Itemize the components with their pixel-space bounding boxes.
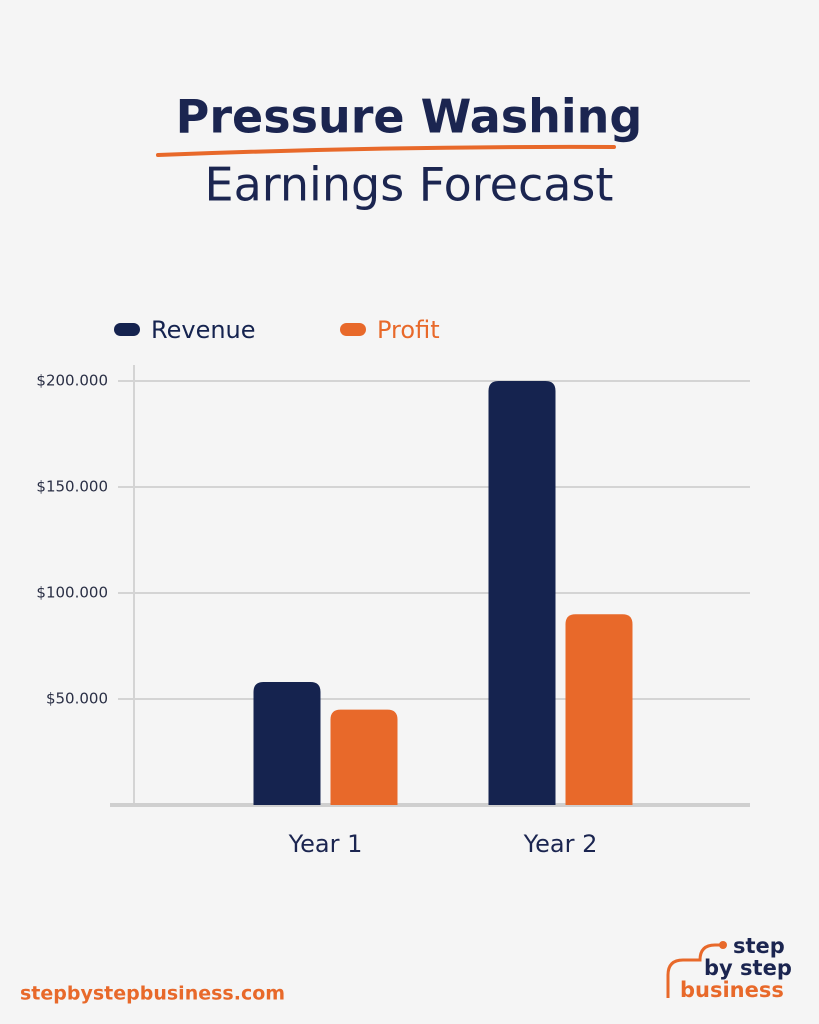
legend-label: Revenue — [151, 316, 256, 344]
y-tick-label: $200.000 — [36, 372, 108, 390]
logo-line: step — [733, 934, 785, 958]
footer-url: stepbystepbusiness.com — [20, 983, 285, 1005]
logo: step by step business — [666, 934, 792, 1002]
chart-subtitle: Earnings Forecast — [205, 158, 614, 212]
legend-swatch — [114, 323, 140, 336]
logo-dot — [719, 941, 727, 949]
y-tick-label: $50.000 — [46, 690, 108, 708]
x-tick-label: Year 2 — [523, 830, 598, 858]
bar — [330, 709, 398, 805]
logo-stairs — [666, 943, 722, 998]
x-tick-label: Year 1 — [288, 830, 363, 858]
bar — [565, 614, 633, 805]
y-tick-label: $100.000 — [36, 584, 108, 602]
legend-swatch — [340, 323, 366, 336]
y-tick-label: $150.000 — [36, 478, 108, 496]
logo-line: business — [680, 978, 784, 1002]
bar — [253, 682, 321, 805]
legend-label: Profit — [377, 316, 440, 344]
plot: $50.000 $100.000 $150.000 $200.000 Revenue Pr… — [36, 316, 750, 858]
title-underline — [156, 144, 616, 157]
logo-line: by step — [704, 956, 792, 980]
bar — [488, 381, 556, 805]
chart-title: Pressure Washing — [176, 90, 643, 144]
